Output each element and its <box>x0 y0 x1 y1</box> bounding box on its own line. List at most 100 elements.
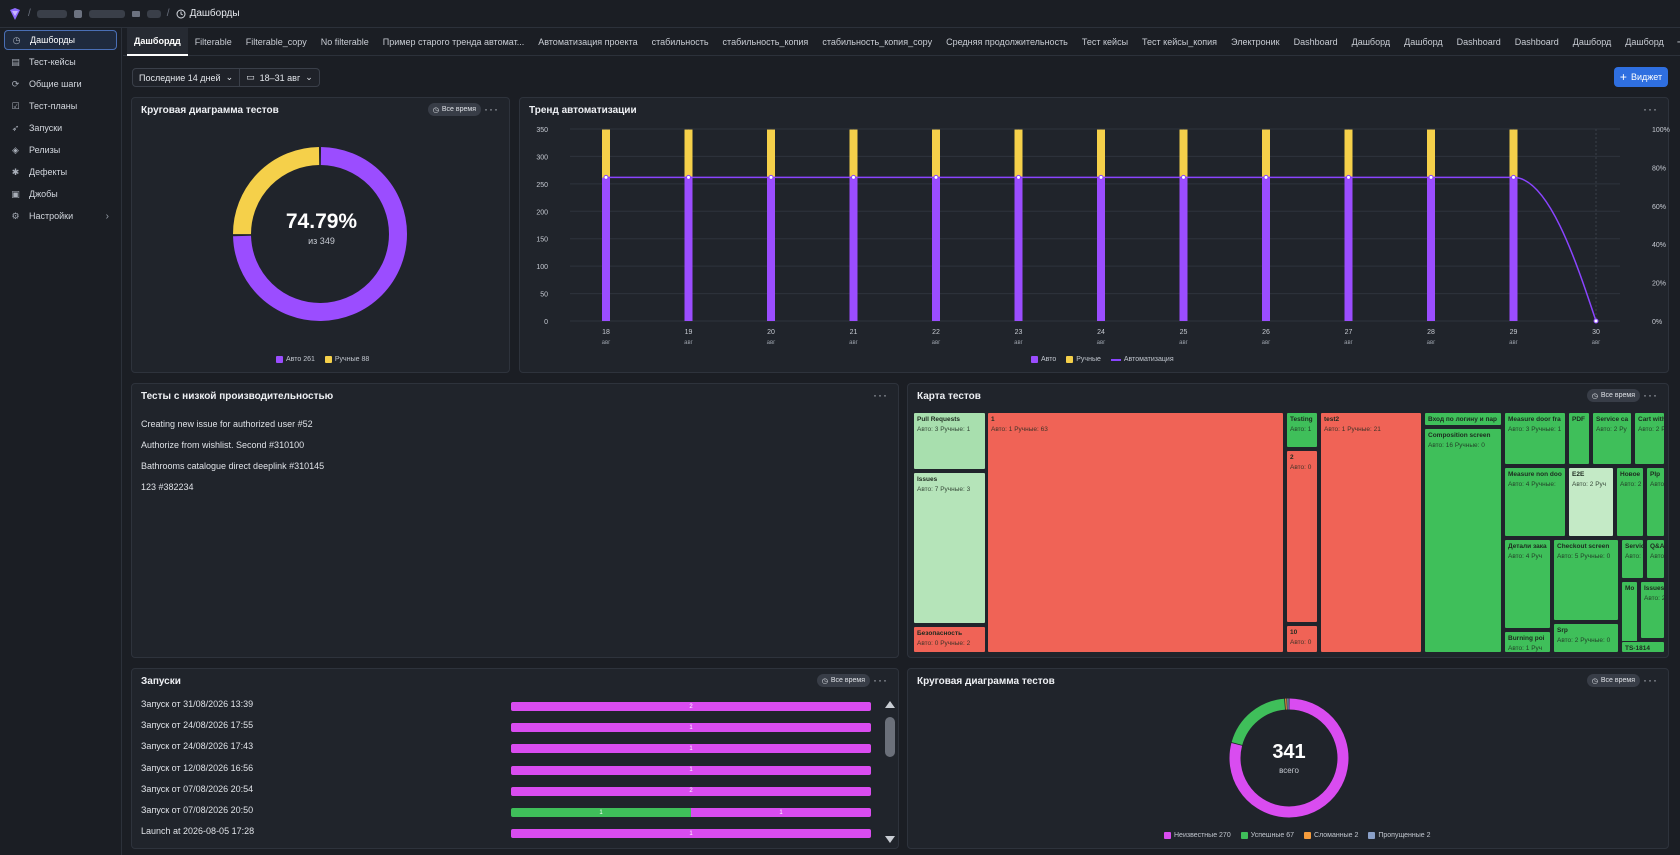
tab-16[interactable]: Dashboard <box>1456 36 1501 47</box>
sidebar-item-7[interactable]: ▣ Джобы <box>4 184 117 204</box>
period-select[interactable]: Последние 14 дней ⌄ <box>132 68 241 87</box>
treemap-cell[interactable]: test2 Авто: 1 Ручные: 21 <box>1320 412 1422 653</box>
automation-point[interactable] <box>1098 174 1104 180</box>
launch-label[interactable]: Запуск от 07/08/2026 20:54 <box>141 783 254 794</box>
scrollbar[interactable] <box>884 701 896 846</box>
treemap-cell[interactable]: Issues Авто: 7 Ручные: 3 <box>913 472 986 624</box>
automation-point[interactable] <box>1263 174 1269 180</box>
treemap-cell[interactable]: Mo <box>1621 581 1638 653</box>
all-time-badge[interactable]: ◷ Все время <box>1586 389 1640 402</box>
all-time-badge[interactable]: ◷ Все время <box>816 674 870 687</box>
launch-label[interactable]: Launch at 2026-08-05 17:28 <box>141 826 255 837</box>
bar-manual[interactable] <box>1179 129 1188 178</box>
treemap-cell[interactable]: Безопасность Авто: 0 Ручные: 2 <box>913 626 986 653</box>
date-range-select[interactable]: ▭ 18–31 авг ⌄ <box>240 68 320 87</box>
tab-19[interactable]: Дашборд <box>1625 36 1664 47</box>
bar-manual[interactable] <box>1509 129 1518 178</box>
launch-row[interactable]: Запуск от 31/08/2026 13:39 2 <box>141 699 871 713</box>
launch-row[interactable]: Запуск от 24/08/2026 17:55 1 <box>141 720 871 734</box>
legend-item[interactable]: Успешные 67 <box>1240 832 1294 839</box>
treemap-cell[interactable]: TS-1814 <box>1621 641 1665 653</box>
scroll-up-icon[interactable] <box>885 701 895 708</box>
treemap-cell[interactable]: 2 Авто: 0 <box>1286 450 1318 623</box>
low-performance-test-link[interactable]: Creating new issue for authorized user #… <box>141 419 313 429</box>
tab-6[interactable]: стабильность <box>651 36 709 47</box>
launch-bar-segment[interactable]: 1 <box>511 765 871 775</box>
tab-8[interactable]: стабильность_копия_copy <box>822 36 933 47</box>
launch-bar-segment[interactable]: 2 <box>511 786 871 796</box>
tab-3[interactable]: No filterable <box>320 36 369 47</box>
tab-0[interactable]: Дашбордд <box>127 27 188 56</box>
legend-item[interactable]: Неизвестные 270 <box>1164 832 1231 839</box>
bar-auto[interactable] <box>1179 177 1188 321</box>
tab-7[interactable]: стабильность_копия <box>722 36 809 47</box>
treemap-cell[interactable]: Measure door fra Авто: 3 Ручные: 1 <box>1504 412 1566 465</box>
low-performance-test-link[interactable]: Authorize from wishlist. Second #310100 <box>141 440 305 450</box>
bar-auto[interactable] <box>1097 177 1105 321</box>
launch-label[interactable]: Запуск от 12/08/2026 16:56 <box>141 762 254 773</box>
launch-label[interactable]: Запуск от 31/08/2026 13:39 <box>141 699 254 709</box>
treemap-cell[interactable]: Pull Requests Авто: 3 Ручные: 1 <box>913 412 986 470</box>
treemap-cell[interactable]: Checkout screen Авто: 5 Ручные: 0 <box>1553 539 1619 621</box>
pie-slice-0[interactable] <box>233 147 407 321</box>
treemap-cell[interactable]: Вход по логину и пар <box>1424 412 1502 426</box>
bar-auto[interactable] <box>767 177 775 321</box>
automation-point[interactable] <box>933 174 939 180</box>
automation-point[interactable] <box>1181 174 1186 180</box>
breadcrumb-blurred-item[interactable] <box>88 9 125 18</box>
app-logo-icon[interactable] <box>8 7 22 21</box>
sidebar-item-1[interactable]: ▤ Тест-кейсы <box>4 52 117 72</box>
bar-manual[interactable] <box>602 129 610 178</box>
legend-item[interactable]: Пропущенные 2 <box>1368 832 1431 839</box>
bar-manual[interactable] <box>1427 129 1435 178</box>
pie-slice-0[interactable] <box>1229 698 1349 818</box>
treemap-cell[interactable]: Burning poi Авто: 1 Руч <box>1504 631 1551 653</box>
sidebar-item-8[interactable]: ⚙ Настройки › <box>4 206 117 226</box>
launch-row[interactable]: Запуск от 07/08/2026 20:54 2 <box>141 784 871 798</box>
automation-point[interactable] <box>1016 174 1021 180</box>
tab-18[interactable]: Дашборд <box>1572 36 1612 47</box>
bar-manual[interactable] <box>1097 129 1105 178</box>
bar-manual[interactable] <box>932 129 940 178</box>
breadcrumb-blurred-item[interactable] <box>146 9 161 18</box>
widget-menu-button[interactable]: ··· <box>1643 388 1658 402</box>
launch-bar-segment[interactable]: 1 <box>511 808 691 817</box>
legend-automation[interactable]: Автоматизация <box>1110 356 1174 363</box>
automation-point[interactable] <box>1593 318 1599 324</box>
legend-auto[interactable]: Авто <box>1031 356 1056 363</box>
automation-point[interactable] <box>1511 174 1516 180</box>
treemap-cell[interactable]: Testing Авто: 1 <box>1286 412 1318 448</box>
automation-point[interactable] <box>851 174 856 180</box>
treemap-cell[interactable]: PDF <box>1568 412 1590 465</box>
automation-point[interactable] <box>686 174 691 180</box>
legend-manual[interactable]: Ручные <box>1066 356 1101 363</box>
add-tab-plus-icon[interactable]: + <box>1671 34 1680 49</box>
bar-manual[interactable] <box>767 129 775 178</box>
bar-manual[interactable] <box>849 129 858 178</box>
sidebar-item-2[interactable]: ⟳ Общие шаги <box>4 74 117 94</box>
bar-auto[interactable] <box>849 177 858 321</box>
bar-auto[interactable] <box>1014 177 1023 321</box>
bar-manual[interactable] <box>1344 129 1353 178</box>
widget-menu-button[interactable]: ··· <box>873 673 888 687</box>
bar-manual[interactable] <box>1014 129 1023 178</box>
widget-menu-button[interactable]: ··· <box>873 388 888 402</box>
tab-12[interactable]: Электроник <box>1231 36 1280 47</box>
treemap-cell[interactable]: Детали зака Авто: 4 Руч <box>1504 539 1551 629</box>
tab-5[interactable]: Автоматизация проекта <box>538 36 638 47</box>
tab-1[interactable]: Filterable <box>194 36 232 47</box>
widget-menu-button[interactable]: ··· <box>1643 102 1658 116</box>
tab-4[interactable]: Пример старого тренда автомат... <box>382 36 525 47</box>
all-time-badge[interactable]: ◷ Все время <box>1586 674 1640 687</box>
sidebar-item-6[interactable]: ✱ Дефекты <box>4 162 117 182</box>
legend-auto[interactable]: Авто 261 <box>276 356 315 363</box>
low-performance-test-link[interactable]: 123 #382234 <box>141 482 194 492</box>
bar-auto[interactable] <box>602 177 610 321</box>
sidebar-item-3[interactable]: ☑ Тест-планы <box>4 96 117 116</box>
bar-auto[interactable] <box>1262 177 1270 321</box>
bar-manual[interactable] <box>684 129 693 178</box>
treemap-cell[interactable]: Новое Авто: 2 <box>1616 467 1644 537</box>
